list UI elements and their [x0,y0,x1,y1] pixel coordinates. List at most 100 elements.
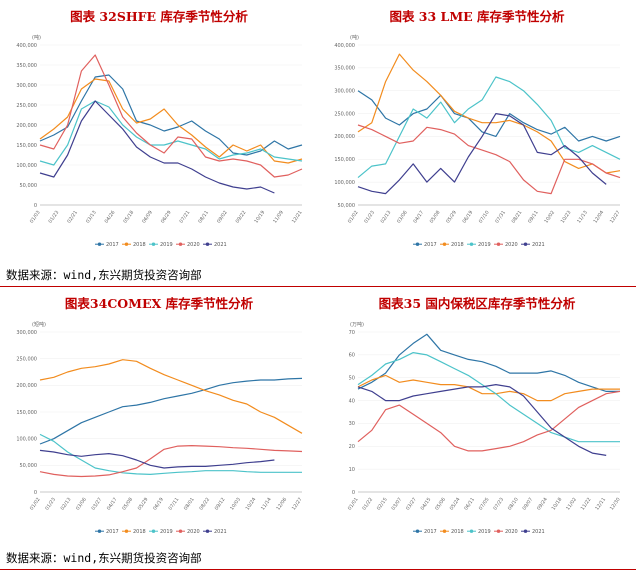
legend-marker [469,242,474,246]
y-tick-label: 0 [34,203,37,209]
x-tick-label: 01/01 [347,497,360,512]
legend-marker [523,529,528,533]
series-line-2021 [39,100,275,194]
x-tick-label: 11/13 [576,210,589,225]
legend-label: 2021 [214,242,227,248]
divider [0,569,636,570]
y-tick-label: 400,000 [16,43,37,49]
x-tick-label: 06/11 [463,497,476,512]
chart-panel-comex: 图表34COMEX 库存季节性分析 (短吨) 0 50,000 100,000 150,… [0,287,318,537]
x-tick-label: 10/02 [543,210,556,225]
x-tick-label: 05/18 [122,210,135,225]
series-line-2017 [39,377,303,445]
y-tick-label: 300,000 [16,83,37,89]
x-tick-label: 01/02 [347,210,360,225]
chart-panel-lme: 图表 33 LME 库存季节性分析 (吨) 50,000 100,000 150,00… [318,0,636,250]
x-tick-label: 04/26 [104,210,117,225]
x-tick-label: 04/17 [412,210,425,225]
legend-marker [415,242,420,246]
source-note: 数据来源：wind,东兴期货投资咨询部 [6,268,202,282]
series-line-2020 [39,445,303,478]
y-tick-label: 100,000 [16,436,37,442]
y-tick-label: 50,000 [20,183,38,189]
x-tick-label: 11/09 [272,210,285,225]
chart-title: 图表34COMEX 库存季节性分析 [64,296,254,311]
series-line-2017 [39,74,303,156]
x-tick-label: 01/23 [48,210,61,225]
series-line-2021 [357,384,607,456]
chart-panel-shfe: 图表 32SHFE 库存季节性分析 (吨) 0 50,000 100,000 150,0… [0,0,318,250]
series-line-2019 [39,100,303,166]
x-tick-label: 01/22 [361,497,374,512]
chart-title: 图表 33 LME 库存季节性分析 [389,9,565,24]
series-line-2020 [39,54,303,178]
x-tick-label: 01/23 [363,210,376,225]
y-tick-label: 0 [34,490,37,496]
x-tick-label: 02/13 [60,497,73,512]
legend-marker [205,529,210,533]
legend-label: 2021 [214,529,227,535]
legend-label: 2018 [451,529,464,535]
source-note: 数据来源：wind,东兴期货投资咨询部 [6,551,202,565]
x-tick-label: 06/19 [152,497,165,512]
legend-label: 2021 [532,529,545,535]
series-line-2019 [357,76,621,179]
y-tick-label: 300,000 [16,330,37,336]
axis-unit-label: (吨) [32,34,41,41]
legend-label: 2020 [187,242,200,248]
chart-svg: (吨) 50,000 100,000 150,000 200,000 250,000 300… [334,34,622,248]
y-tick-label: 200,000 [16,383,37,389]
x-tick-label: 08/22 [198,497,211,512]
chart-svg: (吨) 0 50,000 100,000 150,000 200,000 250,000 30… [16,34,303,248]
legend-marker [469,529,474,533]
series-line-2017 [357,333,620,392]
x-tick-label: 03/06 [396,210,409,225]
y-tick-label: 250,000 [334,111,355,117]
x-tick-label: 07/11 [167,497,180,512]
legend-label: 2019 [160,242,173,248]
x-tick-label: 03/13 [85,210,98,225]
y-tick-label: 400,000 [334,43,355,49]
chart-panel-bonded: 图表35 国内保税区库存季节性分析 (万吨) 0 10 20 30 40 50 60 70 01/… [318,287,636,537]
legend-label: 2019 [478,242,491,248]
series-line-2019 [357,352,620,443]
x-tick-label: 03/27 [405,497,418,512]
y-tick-label: 30 [349,421,355,427]
y-tick-label: 70 [349,330,355,336]
series-line-2018 [39,78,303,164]
y-tick-label: 100,000 [334,180,355,186]
x-tick-label: 09/02 [216,210,229,225]
legend-marker [442,529,447,533]
x-tick-label: 05/29 [445,210,458,225]
series-line-2020 [357,390,621,452]
x-tick-label: 04/15 [420,497,433,512]
y-tick-label: 350,000 [334,66,355,72]
axis-unit-label: (短吨) [32,321,46,328]
legend-label: 2019 [160,529,173,535]
y-tick-label: 10 [349,467,355,473]
x-tick-label: 09/11 [527,210,540,225]
y-tick-label: 50,000 [338,203,356,209]
y-tick-label: 100,000 [16,163,37,169]
x-tick-label: 06/19 [461,210,474,225]
legend-label: 2020 [505,529,518,535]
x-tick-label: 11/02 [565,497,578,512]
legend-marker [496,242,501,246]
legend-marker [205,242,210,246]
x-tick-label: 05/06 [434,497,447,512]
x-tick-label: 03/27 [90,497,103,512]
legend-label: 2020 [187,529,200,535]
legend-marker [178,242,183,246]
legend-marker [442,242,447,246]
series-line-2018 [357,374,620,402]
legend-marker [124,242,129,246]
x-tick-label: 09/24 [536,497,549,512]
x-tick-label: 06/29 [160,210,173,225]
y-tick-label: 20 [349,444,355,450]
y-tick-label: 250,000 [16,103,37,109]
series-line-2017 [357,90,621,142]
series-line-2021 [39,449,275,469]
y-tick-label: 200,000 [334,134,355,140]
series-line-2021 [357,113,607,195]
x-tick-label: 12/27 [609,210,622,225]
